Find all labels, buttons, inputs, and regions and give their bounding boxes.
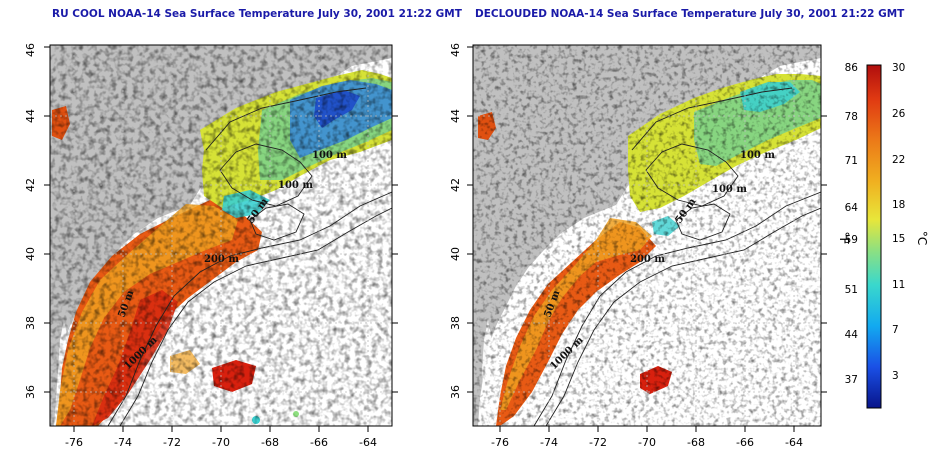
right-lat-labels: 36 38 40 42 44 46 — [449, 43, 462, 399]
contour-label: 100 m — [712, 184, 747, 195]
lon-tick-label: -70 — [212, 436, 230, 449]
contour-label: 100 m — [312, 150, 347, 161]
lon-tick-label: -66 — [736, 436, 754, 449]
lat-tick-label: 46 — [24, 43, 37, 57]
fahrenheit-unit-label: °F — [837, 232, 851, 245]
fahrenheit-tick: 78 — [845, 111, 858, 123]
lat-tick-label: 44 — [24, 109, 37, 123]
left-lat-labels: 36 38 40 42 44 46 — [24, 43, 37, 399]
lat-tick-label: 38 — [24, 316, 37, 330]
left-map-title: RU COOL NOAA-14 Sea Surface Temperature … — [52, 8, 462, 20]
lat-tick-label: 40 — [24, 247, 37, 261]
lon-tick-label: -68 — [261, 436, 279, 449]
contour-label: 100 m — [278, 180, 313, 191]
right-graticule — [473, 45, 821, 426]
colorbar-celsius-labels: 30 26 22 18 15 11 7 3 — [892, 62, 906, 382]
celsius-tick: 3 — [892, 370, 899, 382]
left-graticule — [50, 45, 392, 426]
lon-tick-label: -64 — [359, 436, 377, 449]
celsius-tick: 11 — [892, 279, 905, 291]
lat-tick-label: 36 — [449, 385, 462, 399]
lon-tick-label: -74 — [114, 436, 132, 449]
lon-tick-label: -76 — [65, 436, 83, 449]
lon-tick-label: -74 — [540, 436, 558, 449]
colorbar: 86 78 71 64 59 51 44 37 30 26 22 18 15 1… — [837, 62, 929, 409]
lon-tick-label: -66 — [310, 436, 328, 449]
right-map-panel — [473, 45, 821, 426]
right-bathymetry-contours — [533, 87, 821, 426]
contour-label: 200 m — [630, 254, 665, 265]
lon-tick-label: -64 — [785, 436, 803, 449]
celsius-tick: 22 — [892, 154, 905, 166]
right-map-title: DECLOUDED NOAA-14 Sea Surface Temperatur… — [475, 8, 905, 20]
celsius-tick: 7 — [892, 324, 899, 336]
left-axis-ticks — [44, 46, 398, 432]
right-axis-ticks — [467, 46, 827, 432]
left-bathymetry-contours — [107, 87, 392, 426]
celsius-unit-label: °C — [915, 231, 929, 245]
left-map-panel — [50, 45, 392, 426]
fahrenheit-tick: 64 — [845, 202, 859, 214]
fahrenheit-tick: 59 — [845, 234, 858, 246]
contour-label: 200 m — [204, 254, 239, 265]
celsius-tick: 30 — [892, 62, 905, 74]
lat-tick-label: 38 — [449, 316, 462, 330]
lon-tick-label: -72 — [589, 436, 607, 449]
celsius-tick: 26 — [892, 108, 906, 120]
fahrenheit-tick: 86 — [845, 62, 859, 74]
fahrenheit-tick: 51 — [845, 284, 858, 296]
lat-tick-label: 46 — [449, 43, 462, 57]
fahrenheit-tick: 44 — [845, 329, 859, 341]
fahrenheit-tick: 71 — [845, 155, 858, 167]
lon-tick-label: -76 — [491, 436, 509, 449]
contour-label: 100 m — [740, 150, 775, 161]
lat-tick-label: 42 — [24, 178, 37, 192]
lat-tick-label: 42 — [449, 178, 462, 192]
left-lon-labels: -76 -74 -72 -70 -68 -66 -64 — [65, 436, 377, 449]
celsius-tick: 15 — [892, 233, 905, 245]
right-lon-labels: -76 -74 -72 -70 -68 -66 -64 — [491, 436, 803, 449]
fahrenheit-tick: 37 — [845, 374, 858, 386]
colorbar-gradient — [866, 64, 882, 409]
lat-tick-label: 36 — [24, 385, 37, 399]
celsius-tick: 18 — [892, 199, 905, 211]
lon-tick-label: -70 — [638, 436, 656, 449]
lat-tick-label: 44 — [449, 109, 462, 123]
lat-tick-label: 40 — [449, 247, 462, 261]
colorbar-fahrenheit-labels: 86 78 71 64 59 51 44 37 — [845, 62, 859, 386]
lon-tick-label: -72 — [163, 436, 181, 449]
lon-tick-label: -68 — [687, 436, 705, 449]
